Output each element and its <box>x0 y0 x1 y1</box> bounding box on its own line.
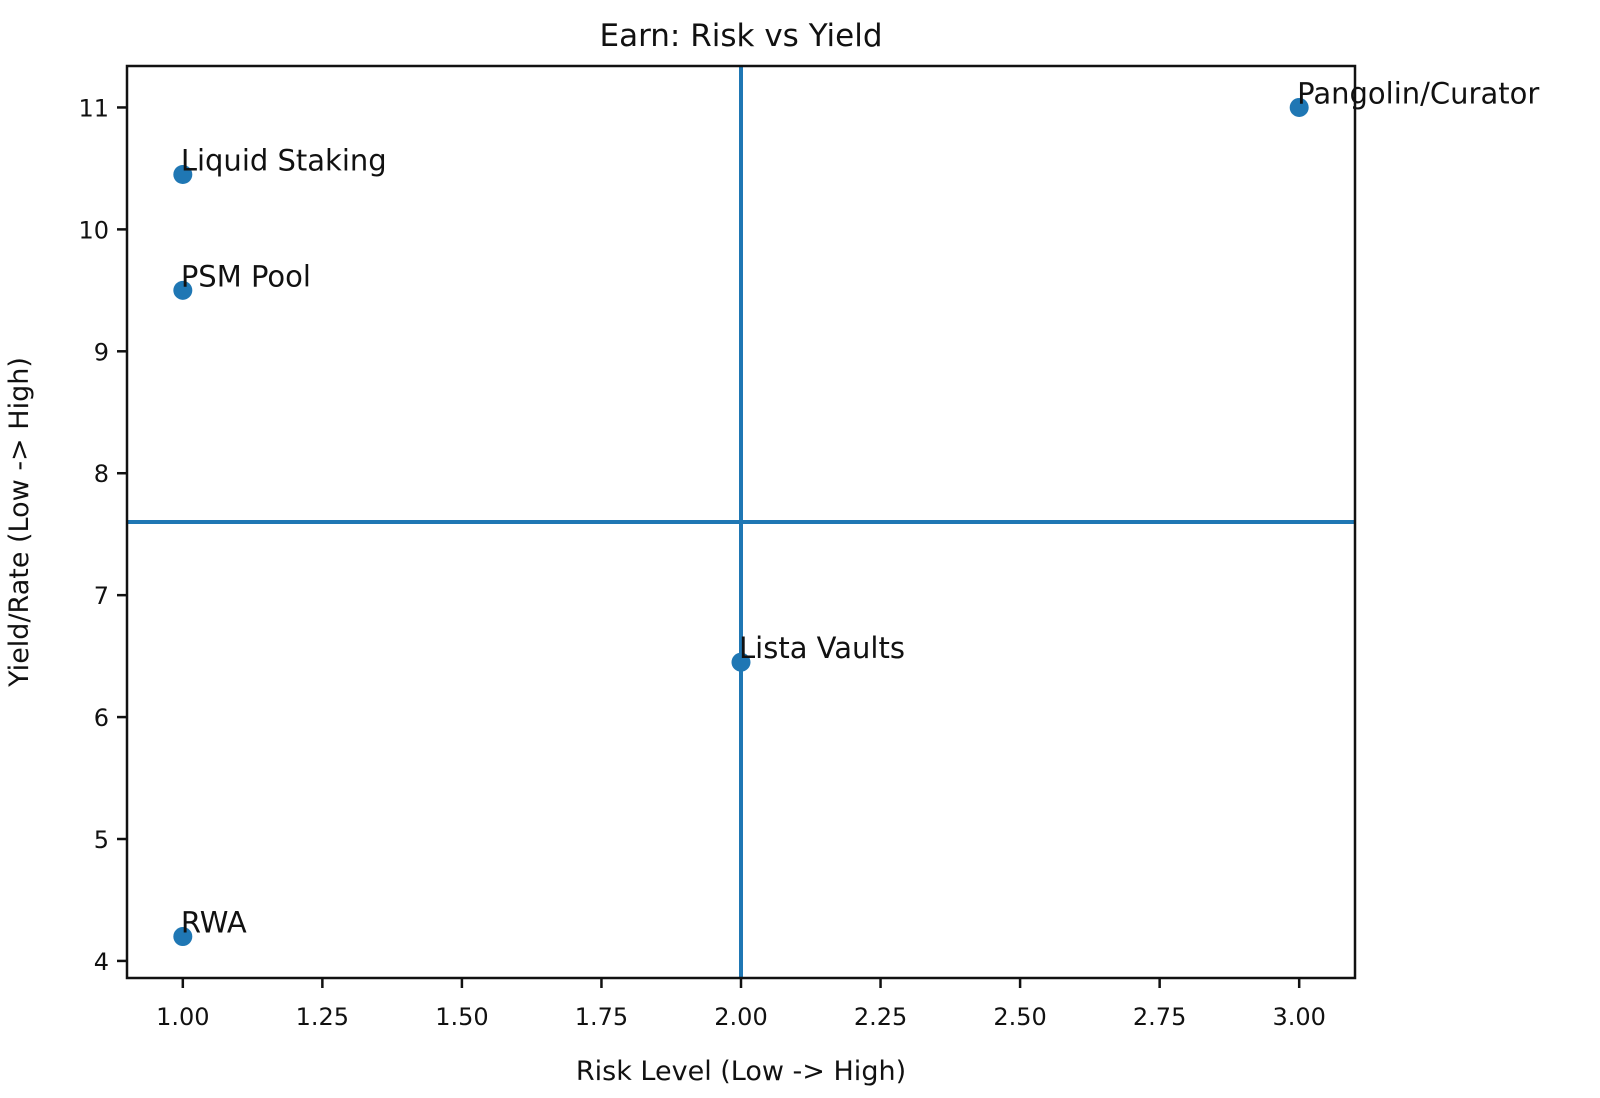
data-point <box>173 927 193 947</box>
data-point-label: Pangolin/Curator <box>1297 76 1539 110</box>
x-tick-label: 3.00 <box>1272 1003 1325 1031</box>
x-tick-label: 2.75 <box>1133 1003 1186 1031</box>
reference-lines <box>127 66 1355 978</box>
chart-title: Earn: Risk vs Yield <box>600 18 883 54</box>
data-point <box>731 652 751 672</box>
y-tick-label: 4 <box>94 948 109 976</box>
x-tick-label: 1.00 <box>156 1003 209 1031</box>
y-tick-label: 11 <box>78 94 109 122</box>
x-tick-label: 1.25 <box>296 1003 349 1031</box>
y-tick-label: 6 <box>94 704 109 732</box>
data-point-label: Liquid Staking <box>181 144 387 178</box>
x-tick-label: 1.75 <box>575 1003 628 1031</box>
data-point-label: Lista Vaults <box>739 631 905 665</box>
y-tick-label: 5 <box>94 826 109 854</box>
data-point-label: RWA <box>181 906 247 940</box>
y-axis-label: Yield/Rate (Low -> High) <box>4 357 35 688</box>
x-tick-label: 2.00 <box>714 1003 767 1031</box>
x-axis-label: Risk Level (Low -> High) <box>576 1056 906 1087</box>
y-tick-label: 9 <box>94 338 109 366</box>
y-tick-label: 8 <box>94 460 109 488</box>
data-point <box>173 280 193 300</box>
y-tick-label: 10 <box>78 216 109 244</box>
x-tick-label: 1.50 <box>435 1003 488 1031</box>
x-tick-label: 2.25 <box>854 1003 907 1031</box>
y-tick-label: 7 <box>94 582 109 610</box>
data-point <box>1289 97 1309 117</box>
data-point-labels: Liquid Staking PSM Pool RWA Lista Vaults Pan… <box>181 76 1540 939</box>
x-tick-label: 2.50 <box>993 1003 1046 1031</box>
y-axis-ticks: 4 5 6 7 8 9 10 11 <box>78 94 127 976</box>
data-points <box>173 97 1309 947</box>
x-axis-ticks: 1.00 1.25 1.50 1.75 2.00 2.25 2.50 2.75 3.00 <box>156 978 1326 1031</box>
data-point-label: PSM Pool <box>181 259 311 293</box>
data-point <box>173 165 193 185</box>
